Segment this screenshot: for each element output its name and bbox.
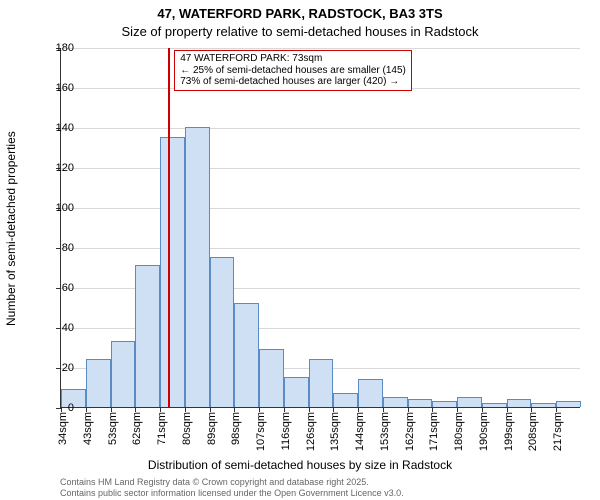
xtick-label: 180sqm — [453, 412, 465, 451]
histogram-bar — [259, 349, 284, 407]
annotation-box: 47 WATERFORD PARK: 73sqm ← 25% of semi-d… — [174, 50, 412, 91]
xtick-label: 217sqm — [552, 412, 564, 451]
gridline — [61, 208, 580, 209]
histogram-bar — [383, 397, 408, 407]
xtick-label: 135sqm — [329, 412, 341, 451]
ytick-label: 40 — [34, 322, 74, 334]
y-axis-label: Number of semi-detached properties — [4, 131, 18, 326]
ytick-label: 0 — [34, 402, 74, 414]
footnote-line1: Contains HM Land Registry data © Crown c… — [60, 477, 404, 487]
histogram-bar — [284, 377, 309, 407]
gridline — [61, 248, 580, 249]
annotation-line3: 73% of semi-detached houses are larger (… — [180, 76, 406, 88]
histogram-bar — [358, 379, 383, 407]
ytick-label: 180 — [34, 42, 74, 54]
histogram-bar — [556, 401, 581, 407]
histogram-bar — [531, 403, 556, 407]
xtick-label: 107sqm — [255, 412, 267, 451]
histogram-bar — [482, 403, 507, 407]
plot-area: 34sqm43sqm53sqm62sqm71sqm80sqm89sqm98sqm… — [60, 48, 580, 408]
xtick-label: 62sqm — [131, 412, 143, 445]
xtick-label: 80sqm — [181, 412, 193, 445]
histogram-bar — [86, 359, 111, 407]
xtick-label: 98sqm — [230, 412, 242, 445]
ytick-label: 160 — [34, 82, 74, 94]
ytick-label: 20 — [34, 362, 74, 374]
x-axis-label: Distribution of semi-detached houses by … — [0, 458, 600, 472]
xtick-label: 144sqm — [354, 412, 366, 451]
histogram-bar — [507, 399, 532, 407]
xtick-label: 162sqm — [404, 412, 416, 451]
ytick-label: 140 — [34, 122, 74, 134]
footnote-line2: Contains public sector information licen… — [60, 488, 404, 498]
chart-title-line2: Size of property relative to semi-detach… — [0, 24, 600, 39]
histogram-bar — [210, 257, 235, 407]
xtick-label: 171sqm — [428, 412, 440, 451]
xtick-label: 89sqm — [206, 412, 218, 445]
ytick-label: 80 — [34, 242, 74, 254]
histogram-bar — [333, 393, 358, 407]
ytick-label: 100 — [34, 202, 74, 214]
ytick-label: 120 — [34, 162, 74, 174]
footnote: Contains HM Land Registry data © Crown c… — [60, 477, 404, 498]
chart-container: 47, WATERFORD PARK, RADSTOCK, BA3 3TS Si… — [0, 0, 600, 500]
xtick-label: 208sqm — [527, 412, 539, 451]
xtick-label: 116sqm — [280, 412, 292, 450]
reference-line — [168, 48, 170, 407]
histogram-bar — [185, 127, 210, 407]
xtick-label: 71sqm — [156, 412, 168, 445]
histogram-bar — [135, 265, 160, 407]
histogram-bar — [234, 303, 259, 407]
xtick-label: 43sqm — [82, 412, 94, 445]
chart-title-line1: 47, WATERFORD PARK, RADSTOCK, BA3 3TS — [0, 6, 600, 21]
histogram-bar — [111, 341, 136, 407]
histogram-bar — [408, 399, 433, 407]
xtick-label: 190sqm — [478, 412, 490, 451]
xtick-label: 126sqm — [305, 412, 317, 451]
xtick-label: 153sqm — [379, 412, 391, 451]
ytick-label: 60 — [34, 282, 74, 294]
histogram-bar — [432, 401, 457, 407]
histogram-bar — [457, 397, 482, 407]
gridline — [61, 168, 580, 169]
annotation-line2: ← 25% of semi-detached houses are smalle… — [180, 65, 406, 77]
xtick-label: 199sqm — [503, 412, 515, 451]
histogram-bar — [309, 359, 334, 407]
xtick-label: 53sqm — [107, 412, 119, 445]
histogram-bar — [160, 137, 185, 407]
gridline — [61, 48, 580, 49]
gridline — [61, 128, 580, 129]
xtick-label: 34sqm — [57, 412, 69, 445]
annotation-line1: 47 WATERFORD PARK: 73sqm — [180, 53, 406, 65]
